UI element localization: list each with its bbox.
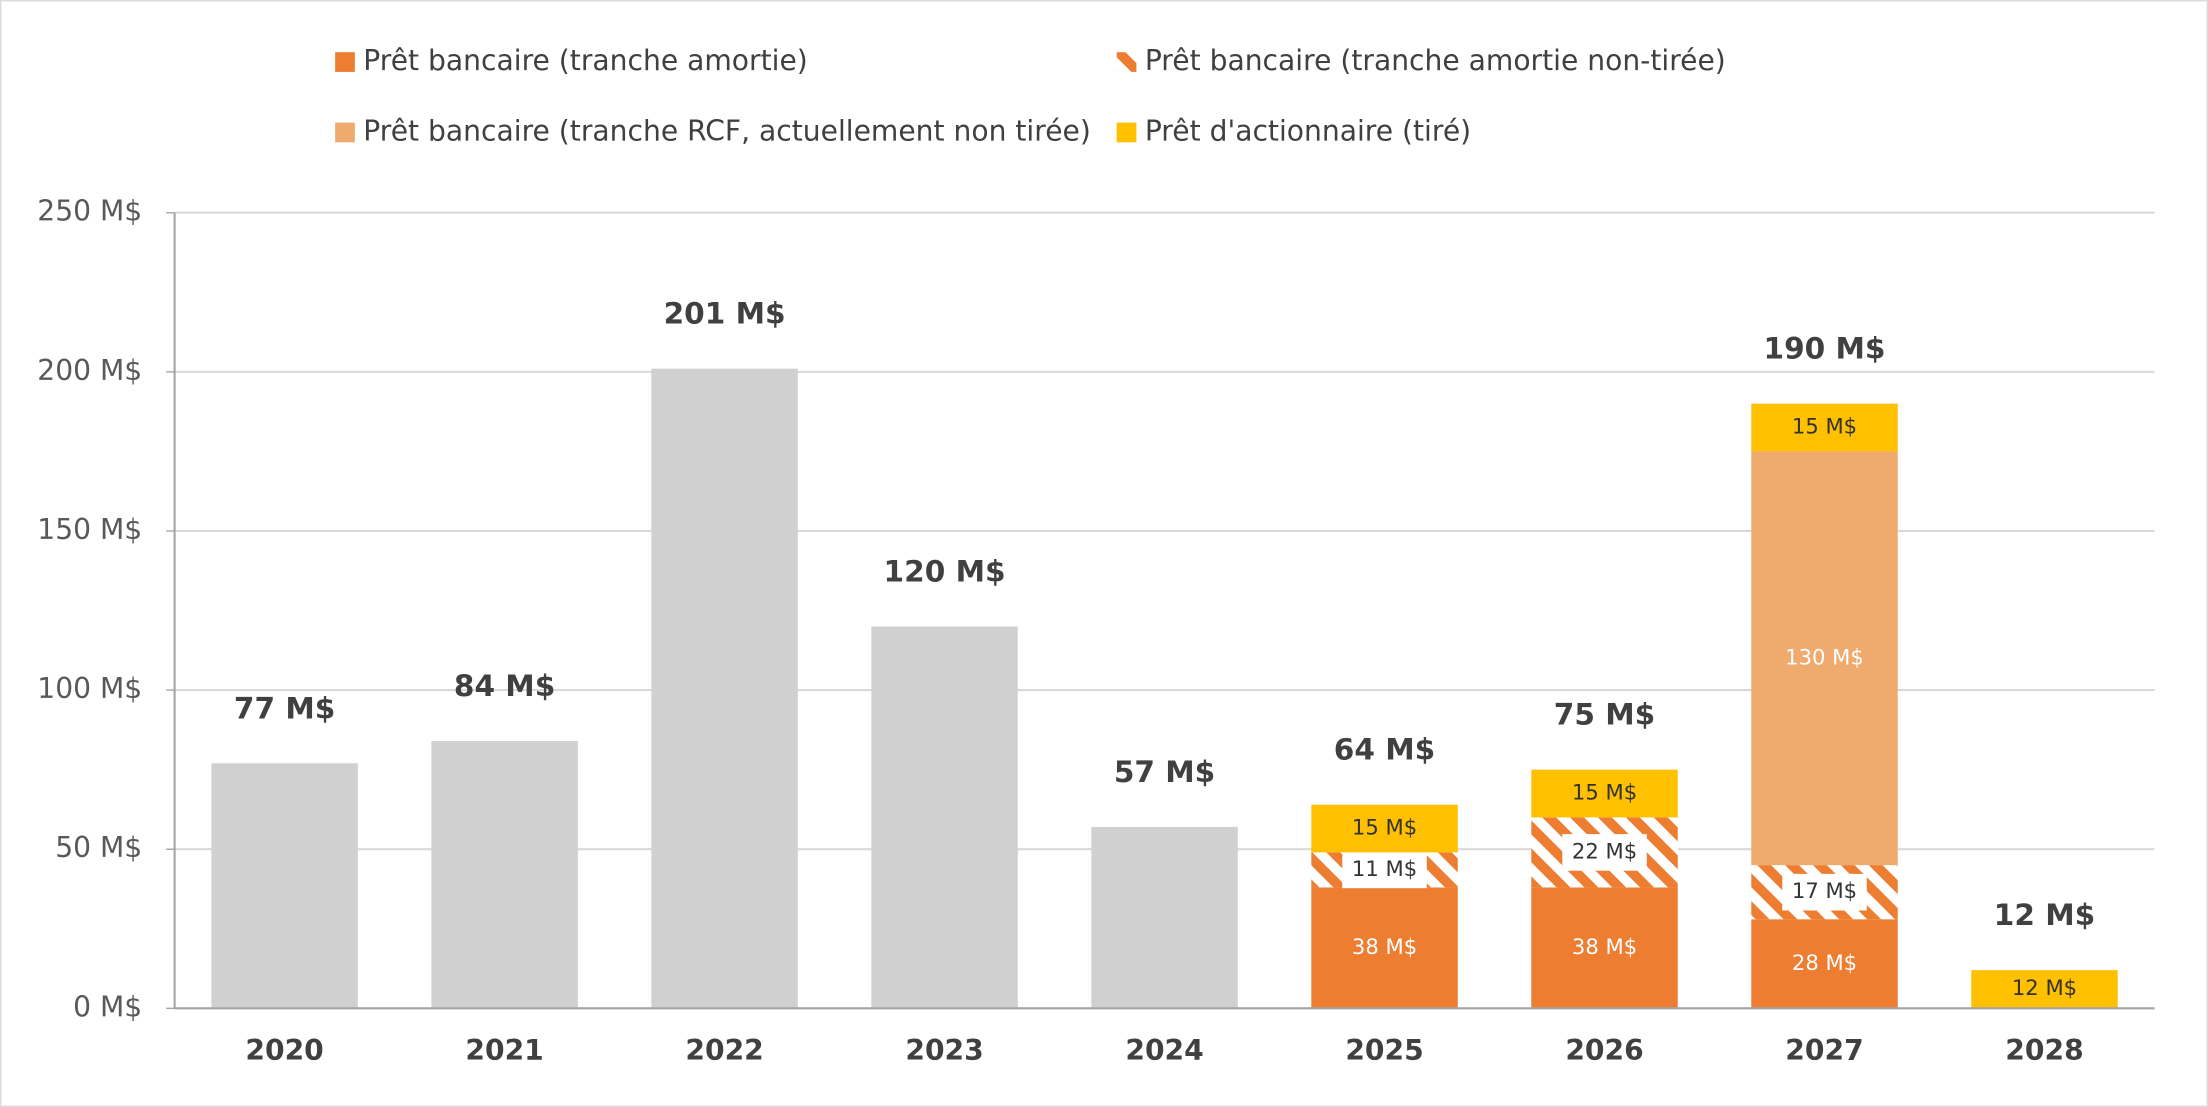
x-tick-label: 2027 (1785, 1034, 1863, 1067)
total-label: 57 M$ (1114, 755, 1215, 789)
y-tick-label: 0 M$ (73, 990, 142, 1023)
segment-label: 130 M$ (1785, 644, 1864, 669)
segment-label: 15 M$ (1352, 815, 1417, 840)
segment-label: 22 M$ (1572, 838, 1637, 863)
total-label: 84 M$ (454, 669, 555, 703)
segment-label: 11 M$ (1352, 856, 1417, 881)
x-tick-label: 2020 (245, 1034, 323, 1067)
total-label: 201 M$ (664, 297, 786, 331)
bar-segment (1531, 887, 1678, 1009)
total-label: 120 M$ (884, 554, 1006, 588)
label-box (1342, 851, 1427, 889)
x-tick-label: 2028 (2005, 1034, 2083, 1067)
legend-swatch (1116, 122, 1137, 143)
x-tick-label: 2023 (905, 1034, 983, 1067)
bar-segment (1751, 919, 1898, 1009)
total-label: 190 M$ (1764, 332, 1886, 366)
legend-label: Prêt d'actionnaire (tiré) (1145, 114, 1471, 147)
label-box (1782, 873, 1867, 911)
segment-label: 28 M$ (1792, 950, 1857, 975)
bar-segment (1531, 769, 1678, 818)
segment-label: 17 M$ (1792, 878, 1857, 903)
legend-swatch (335, 122, 355, 143)
bar-segment (871, 626, 1018, 1009)
x-tick-label: 2026 (1565, 1034, 1643, 1067)
legend-label: Prêt bancaire (tranche RCF, actuellement… (363, 114, 1091, 147)
bar-segment (1751, 451, 1898, 866)
bar-segment (1311, 887, 1458, 1009)
label-box (1562, 834, 1647, 871)
y-tick-label: 150 M$ (37, 513, 142, 546)
segment-label: 38 M$ (1572, 934, 1637, 959)
total-label: 75 M$ (1554, 698, 1655, 732)
y-tick-label: 200 M$ (37, 354, 142, 387)
bar-segment (1971, 970, 2118, 1009)
total-label: 12 M$ (1994, 898, 2095, 932)
bar-segment (1751, 403, 1898, 452)
total-label: 64 M$ (1334, 733, 1435, 767)
legend-label: Prêt bancaire (tranche amortie) (363, 44, 807, 77)
x-tick-label: 2021 (465, 1034, 543, 1067)
bar-segment (211, 763, 358, 1009)
x-tick-label: 2025 (1345, 1034, 1423, 1067)
y-tick-label: 50 M$ (55, 831, 142, 864)
bar-segment (651, 368, 798, 1009)
bar-segment (1311, 804, 1458, 853)
segment-label: 15 M$ (1792, 414, 1857, 439)
x-tick-label: 2022 (685, 1034, 763, 1067)
x-tick-label: 2024 (1125, 1034, 1203, 1067)
y-tick-label: 100 M$ (37, 672, 142, 705)
bar-segment (431, 741, 578, 1009)
segment-label: 38 M$ (1352, 934, 1417, 959)
total-label: 77 M$ (234, 691, 335, 725)
legend-swatch (335, 52, 355, 72)
segment-label: 15 M$ (1572, 780, 1637, 805)
legend-label: Prêt bancaire (tranche amortie non-tirée… (1145, 44, 1726, 77)
segment-label: 12 M$ (2012, 975, 2077, 1000)
y-tick-label: 250 M$ (37, 195, 142, 228)
bar-segment (1091, 826, 1238, 1009)
legend-swatch (1116, 52, 1137, 72)
